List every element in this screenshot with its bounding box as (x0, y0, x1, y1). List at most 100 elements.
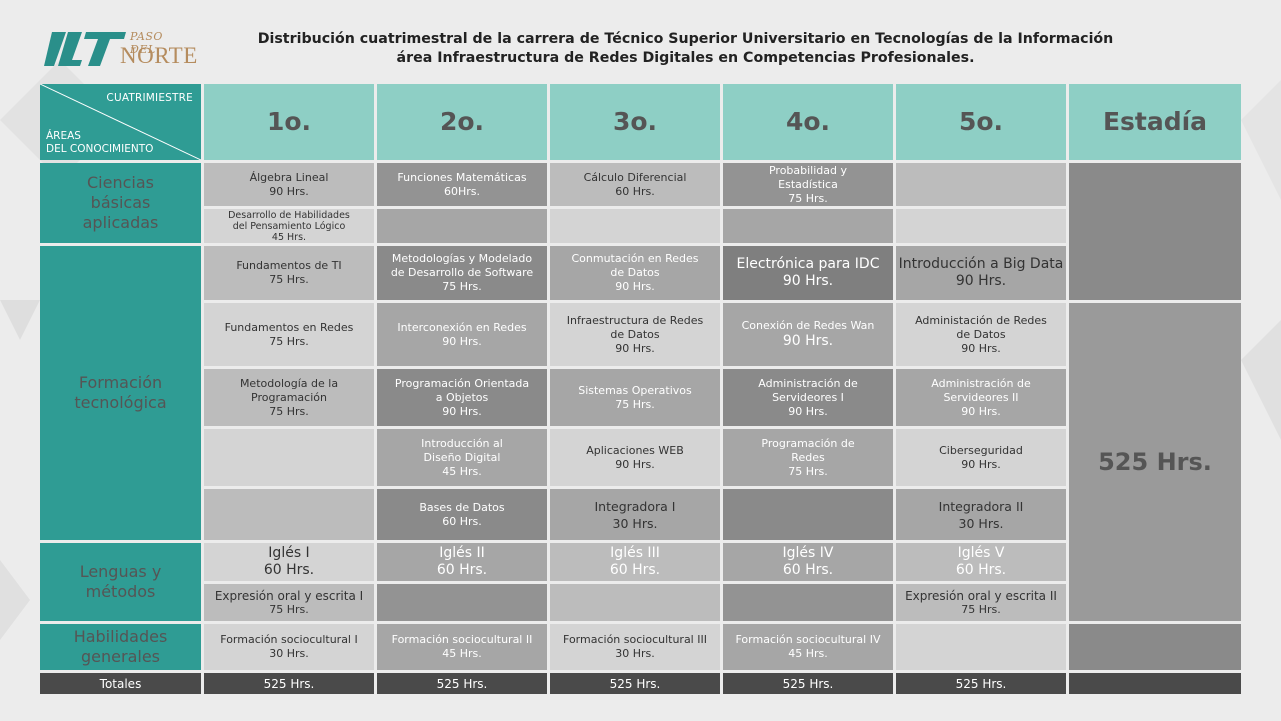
course-name: Introducción a Big Data (898, 256, 1064, 272)
course-name: Iglés III (610, 545, 660, 561)
logo-line2: NORTE (120, 43, 198, 68)
estadia-cell (1069, 163, 1241, 300)
course-cell: Iglés IV 60 Hrs. (723, 543, 893, 581)
course-hours: 90 Hrs. (442, 404, 482, 418)
empty-cell (723, 584, 893, 621)
course-hours: 60 Hrs. (442, 514, 482, 528)
course-name: Conmutación en Redes (571, 252, 699, 265)
course-name: Interconexión en Redes (397, 320, 527, 334)
course-cell: Sistemas Operativos 75 Hrs. (550, 369, 720, 426)
area-formacion: Formación tecnológica (40, 246, 201, 540)
course-cell: Conmutación en Redes de Datos 90 Hrs. (550, 246, 720, 300)
empty-cell (896, 624, 1066, 670)
course-cell: Expresión oral y escrita I 75 Hrs. (204, 584, 374, 621)
course-hours: 60 Hrs. (955, 562, 1007, 578)
course-name: Infraestructura de Redes (566, 313, 704, 327)
course-hours: 90 Hrs. (961, 457, 1001, 471)
course-name: Formación sociocultural III (563, 633, 707, 646)
course-hours: 90 Hrs. (788, 404, 828, 418)
course-cell: Administración de Servideores II 90 Hrs. (896, 369, 1066, 426)
course-hours: 90 Hrs. (961, 341, 1001, 355)
course-name: de Datos (956, 327, 1006, 341)
course-hours: 60 Hrs. (263, 562, 315, 578)
course-hours: 60 Hrs. (436, 562, 488, 578)
curriculum-table: CUATRIMIESTRE ÁREAS DEL CONOCIMIENTO 1o.… (40, 84, 1241, 694)
course-cell: Electrónica para IDC 90 Hrs. (723, 246, 893, 300)
area-label-line: Ciencias (87, 173, 154, 192)
course-name: Formación sociocultural I (220, 633, 358, 646)
area-label-line: tecnológica (74, 393, 167, 412)
course-hours: 75 Hrs. (615, 397, 655, 411)
course-hours: 45 Hrs. (271, 231, 307, 243)
course-cell: Programación Orientada a Objetos 90 Hrs. (377, 369, 547, 426)
course-name: Iglés IV (782, 545, 834, 561)
empty-cell (896, 163, 1066, 206)
course-name: Programación Orientada (394, 376, 530, 390)
course-hours: 60 Hrs. (609, 562, 661, 578)
course-hours: 45 Hrs. (442, 464, 482, 478)
course-name: Conexión de Redes Wan (741, 319, 875, 332)
corner-diagonal (40, 84, 201, 160)
course-name: Iglés I (268, 545, 310, 561)
course-name: Programación (251, 390, 327, 404)
course-hours: 90 Hrs. (782, 333, 834, 349)
course-cell: Introducción al Diseño Digital 45 Hrs. (377, 429, 547, 486)
corner-label-period: CUATRIMIESTRE (106, 92, 193, 104)
total-value: 525 Hrs. (723, 673, 893, 694)
course-hours: 90 Hrs. (961, 404, 1001, 418)
course-name: Desarrollo de Habilidades (228, 209, 350, 221)
area-ciencias: Ciencias básicas aplicadas (40, 163, 201, 243)
course-name: Integradora II (938, 498, 1024, 514)
course-cell: Formación sociocultural II 45 Hrs. (377, 624, 547, 670)
area-label-line: básicas (90, 193, 151, 212)
course-cell: Ciberseguridad 90 Hrs. (896, 429, 1066, 486)
course-name: Diseño Digital (423, 450, 501, 464)
course-hours: 60 Hrs. (615, 184, 655, 198)
course-hours: 30 Hrs. (269, 647, 309, 660)
course-name: Funciones Matemáticas (397, 170, 527, 184)
course-cell: Introducción a Big Data 90 Hrs. (896, 246, 1066, 300)
course-name: Formación sociocultural II (391, 633, 533, 646)
course-hours: 90 Hrs. (615, 341, 655, 355)
course-hours: 60 Hrs. (782, 562, 834, 578)
course-hours: 75 Hrs. (788, 464, 828, 478)
course-name: Expresión oral y escrita I (214, 588, 364, 603)
area-habilidades: Habilidades generales (40, 624, 201, 670)
utpn-logo: PASO DEL NORTE (42, 30, 197, 70)
course-cell: Administación de Redes de Datos 90 Hrs. (896, 303, 1066, 366)
page-title-line2: área Infraestructura de Redes Digitales … (396, 50, 975, 66)
course-hours: 75 Hrs. (269, 334, 309, 348)
course-hours: 90 Hrs. (955, 273, 1007, 289)
course-cell: Probabilidad y Estadística 75 Hrs. (723, 163, 893, 206)
totals-label: Totales (40, 673, 201, 694)
course-cell: Cálculo Diferencial 60 Hrs. (550, 163, 720, 206)
course-cell: Integradora I 30 Hrs. (550, 489, 720, 540)
course-cell: Formación sociocultural IV 45 Hrs. (723, 624, 893, 670)
empty-cell (1069, 624, 1241, 670)
course-name: de Desarrollo de Software (390, 266, 534, 279)
course-cell: Interconexión en Redes 90 Hrs. (377, 303, 547, 366)
estadia-hours: 525 Hrs. (1069, 303, 1241, 621)
period-header-2: 2o. (377, 84, 547, 160)
course-hours: 45 Hrs. (788, 647, 828, 660)
area-label-line: Formación (78, 373, 163, 392)
course-name: Electrónica para IDC (736, 256, 880, 272)
course-cell: Infraestructura de Redes de Datos 90 Hrs… (550, 303, 720, 366)
course-name: del Pensamiento Lógico (232, 220, 346, 232)
course-name: Iglés II (439, 545, 485, 561)
course-name: Aplicaciones WEB (586, 443, 684, 457)
empty-cell (377, 209, 547, 243)
empty-cell (377, 584, 547, 621)
total-value: 525 Hrs. (896, 673, 1066, 694)
course-name: Estadística (778, 177, 838, 191)
estadia-hours-value: 525 Hrs. (1098, 448, 1212, 476)
course-cell: Iglés II 60 Hrs. (377, 543, 547, 581)
page-title-line1: Distribución cuatrimestral de la carrera… (257, 31, 1114, 47)
course-hours: 90 Hrs. (442, 334, 482, 348)
course-cell: Fundamentos de TI 75 Hrs. (204, 246, 374, 300)
empty-cell (723, 209, 893, 243)
course-cell: Iglés V 60 Hrs. (896, 543, 1066, 581)
course-name: Servideores II (943, 390, 1019, 404)
course-name: Administración de (931, 376, 1031, 390)
course-name: Programación de (761, 436, 855, 450)
